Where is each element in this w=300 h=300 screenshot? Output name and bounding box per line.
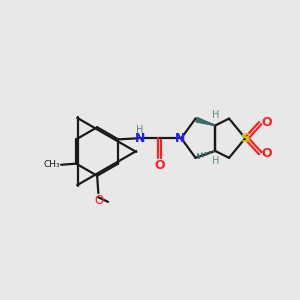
Text: O: O (261, 147, 272, 161)
Polygon shape (196, 118, 215, 125)
Text: O: O (261, 116, 272, 129)
Text: H: H (212, 156, 220, 166)
Text: N: N (135, 132, 145, 145)
Text: CH₃: CH₃ (44, 160, 60, 169)
Text: N: N (175, 132, 185, 145)
Text: H: H (136, 125, 144, 135)
Text: S: S (241, 132, 251, 145)
Text: O: O (154, 159, 165, 172)
Text: H: H (212, 110, 220, 120)
Text: O: O (94, 194, 104, 207)
